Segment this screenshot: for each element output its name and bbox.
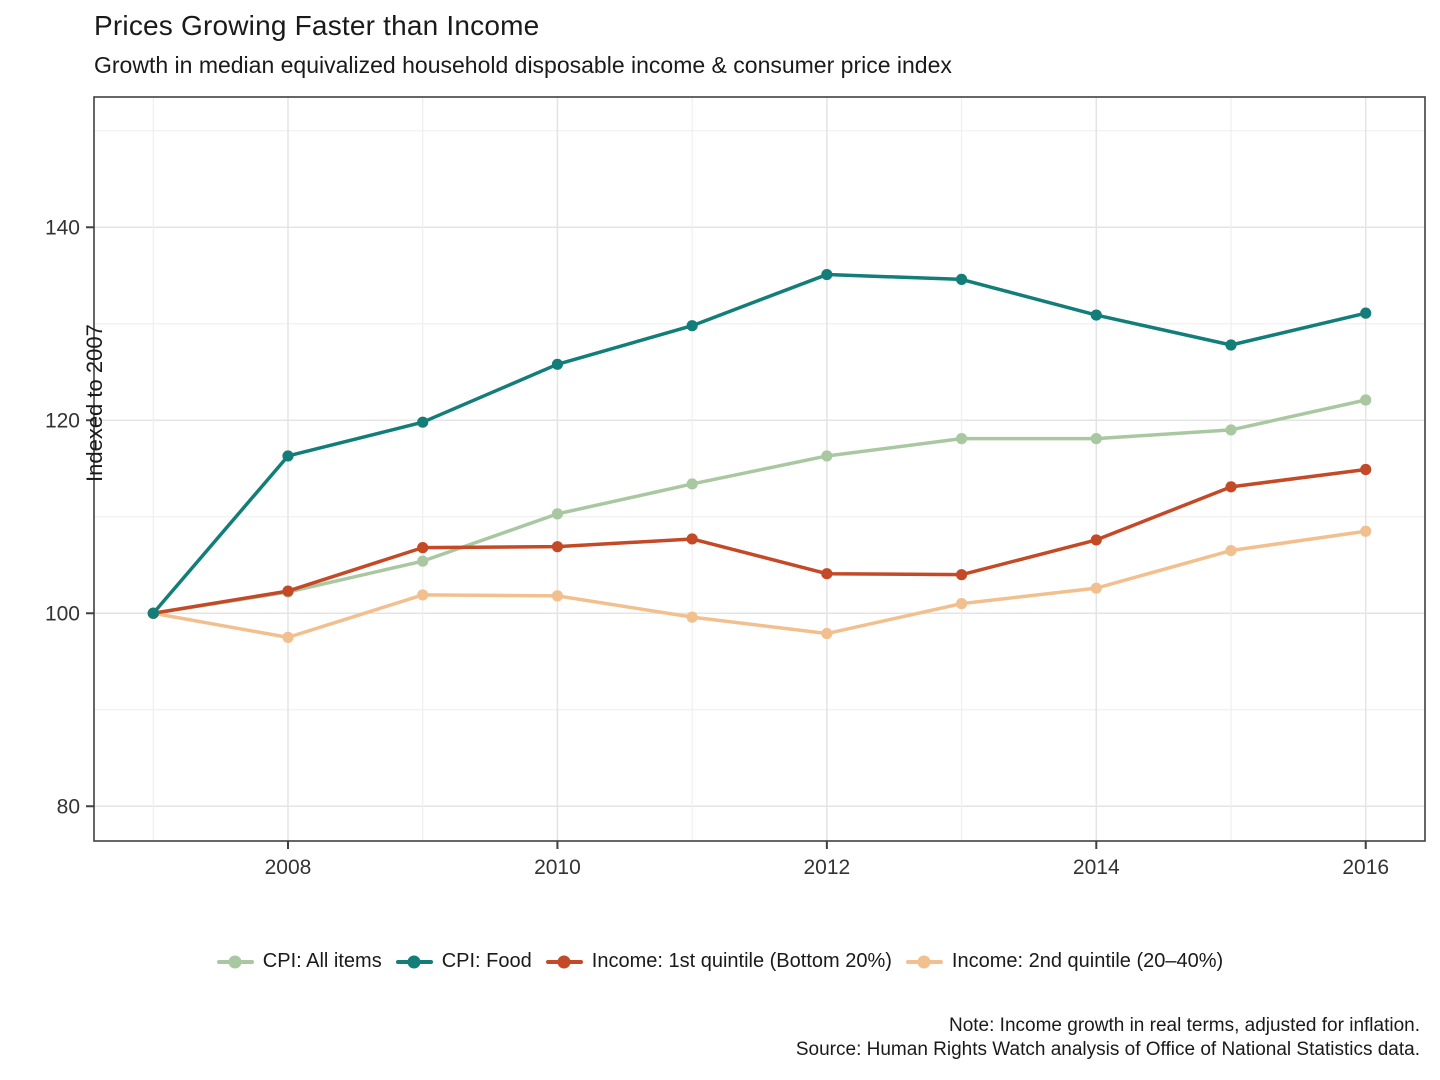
data-point xyxy=(551,508,564,520)
x-tick-label: 2008 xyxy=(265,856,312,879)
data-point xyxy=(1225,424,1237,436)
data-point xyxy=(821,568,833,580)
panel-border xyxy=(93,96,1426,842)
data-point xyxy=(551,358,564,370)
footnotes: Note: Income growth in real terms, adjus… xyxy=(796,1014,1420,1062)
data-point xyxy=(1360,525,1372,537)
legend-label: Income: 2nd quintile (20–40%) xyxy=(951,950,1224,972)
data-point xyxy=(1090,309,1102,321)
chart-title: Prices Growing Faster than Income xyxy=(94,10,540,41)
data-point xyxy=(955,273,968,285)
legend-item-income-2nd-quintile: Income: 2nd quintile (20–40%) xyxy=(905,950,1224,973)
data-point xyxy=(1360,307,1372,319)
line-chart-plot: 2008 2010 2012 2014 2016 80 100 120 140 xyxy=(45,96,1426,879)
series-income-1st-quintile-bottom-20 xyxy=(147,463,1372,619)
data-point xyxy=(821,268,833,281)
legend-key-line-dot-icon xyxy=(545,955,583,968)
data-point xyxy=(551,590,564,602)
series-cpi-food xyxy=(147,268,1372,619)
series-cpi-all-items xyxy=(147,394,1372,619)
data-point xyxy=(1225,339,1237,351)
data-point xyxy=(417,416,429,428)
data-point xyxy=(1225,544,1237,557)
series-line xyxy=(152,529,1366,640)
data-point xyxy=(417,589,429,601)
series-line xyxy=(153,398,1367,615)
data-point xyxy=(417,555,429,567)
legend-item-income-1st-quintile: Income: 1st quintile (Bottom 20%) xyxy=(545,950,892,973)
legend-key-line-dot-icon xyxy=(395,955,433,968)
series-line xyxy=(152,467,1366,615)
data-point xyxy=(686,611,698,623)
legend-key-line-dot-icon xyxy=(216,955,254,968)
data-point xyxy=(686,320,698,332)
data-point xyxy=(147,607,159,619)
data-point xyxy=(686,478,698,490)
data-point xyxy=(1360,463,1372,476)
legend-label: CPI: Food xyxy=(441,950,532,972)
legend-label: CPI: All items xyxy=(262,950,382,972)
data-point xyxy=(821,450,833,462)
data-point xyxy=(955,433,968,445)
series-line xyxy=(151,272,1367,615)
legend-key-line-dot-icon xyxy=(905,955,943,968)
y-tick-label: 140 xyxy=(45,216,80,239)
x-tick-label: 2012 xyxy=(803,856,850,879)
y-tick-label: 80 xyxy=(57,795,80,818)
legend: CPI: All items CPI: Food Income: 1st qui… xyxy=(0,950,1440,973)
y-tick-label: 100 xyxy=(45,602,80,625)
data-point xyxy=(955,569,968,581)
x-tick-label: 2010 xyxy=(534,856,581,879)
data-point xyxy=(282,631,294,643)
data-point xyxy=(1225,481,1237,493)
y-tick-label: 120 xyxy=(45,409,80,432)
data-point xyxy=(282,450,294,462)
data-point xyxy=(1090,433,1102,445)
legend-item-cpi-food: CPI: Food xyxy=(395,950,532,973)
legend-item-cpi-all-items: CPI: All items xyxy=(216,950,382,973)
x-tick-label: 2016 xyxy=(1342,856,1389,879)
data-point xyxy=(1090,534,1102,546)
data-point xyxy=(686,533,698,545)
data-point xyxy=(551,541,564,553)
data-point xyxy=(417,542,429,554)
series-income-2nd-quintile-20-40 xyxy=(147,525,1372,643)
note-line: Note: Income growth in real terms, adjus… xyxy=(948,1015,1420,1036)
data-point xyxy=(282,585,294,597)
chart-subtitle: Growth in median equivalized household d… xyxy=(94,52,952,78)
x-tick-label: 2014 xyxy=(1073,856,1120,879)
data-point xyxy=(821,627,833,640)
y-axis-title: Indexed to 2007 xyxy=(81,324,107,482)
data-point xyxy=(1360,394,1372,406)
legend-label: Income: 1st quintile (Bottom 20%) xyxy=(591,950,892,972)
data-point xyxy=(1090,582,1102,594)
source-line: Source: Human Rights Watch analysis of O… xyxy=(795,1039,1420,1060)
data-point xyxy=(955,598,968,610)
